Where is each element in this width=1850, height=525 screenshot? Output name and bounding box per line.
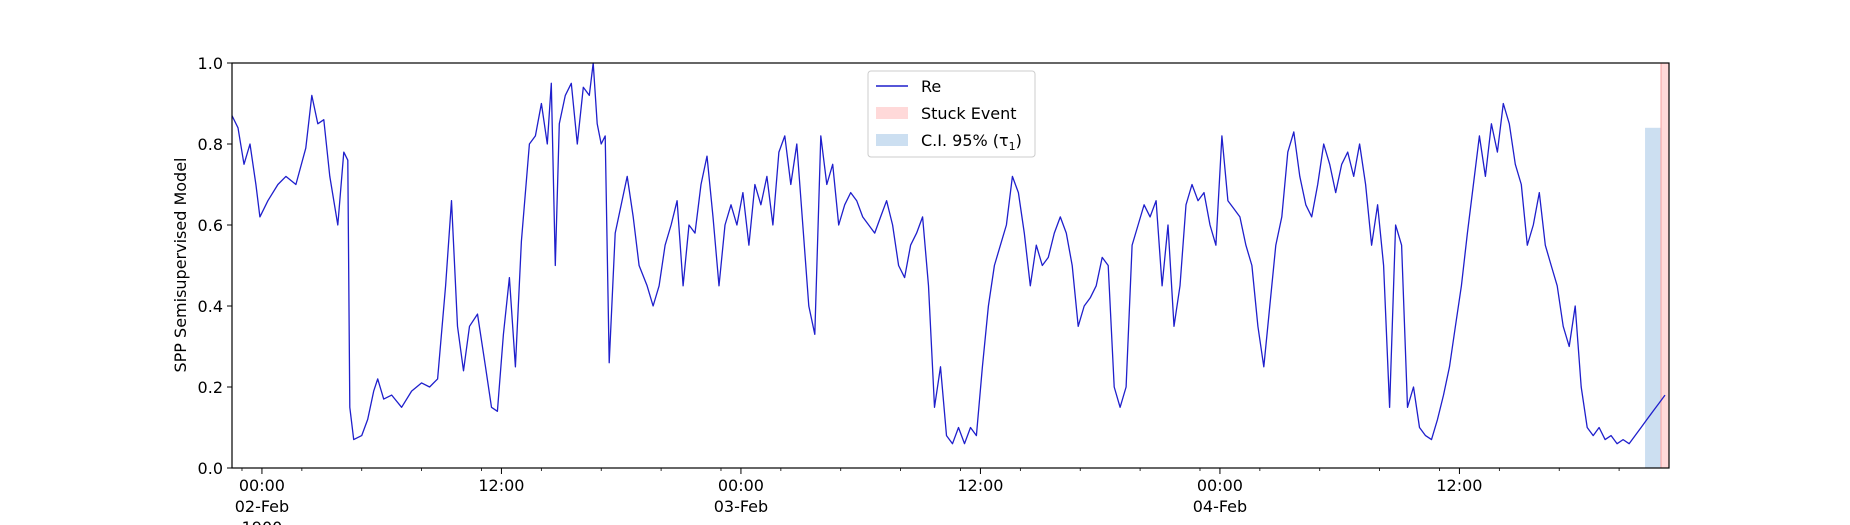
x-axis: 00:00 02-Feb 1900 12:00 00:00 03-Feb 12:00 00:0… <box>235 468 1620 525</box>
y-tick-label: 1.0 <box>198 54 223 73</box>
legend: Re Stuck Event C.I. 95% (τ1) <box>867 70 1036 158</box>
x-tick-label: 12:00 <box>478 476 524 495</box>
x-tick-label: 03-Feb <box>714 497 768 516</box>
series-line-re <box>231 62 1666 445</box>
y-tick-label: 0.4 <box>198 297 223 316</box>
plot-frame <box>231 62 1670 469</box>
x-tick-label: 02-Feb <box>235 497 289 516</box>
legend-swatch-patch <box>876 134 908 146</box>
x-tick-label: 12:00 <box>1436 476 1482 495</box>
legend-box <box>867 70 1036 158</box>
x-tick-label: 00:00 <box>239 476 285 495</box>
y-tick-label: 0.2 <box>198 378 223 397</box>
legend-label: Stuck Event <box>921 104 1017 123</box>
line-layer <box>231 62 1666 445</box>
span-stuck-event <box>1661 63 1669 468</box>
x-tick-label: 1900 <box>242 518 283 525</box>
legend-label: Re <box>921 77 941 96</box>
y-tick-label: 0.0 <box>198 459 223 478</box>
y-tick-label: 0.6 <box>198 216 223 235</box>
legend-label: C.I. 95% (τ1) <box>921 131 1022 153</box>
y-tick-label: 0.8 <box>198 135 223 154</box>
x-tick-label: 04-Feb <box>1193 497 1247 516</box>
span-c-i-95 <box>1645 127 1662 469</box>
y-axis: 0.0 0.2 0.4 0.6 0.8 1.0 <box>198 54 232 478</box>
x-tick-label: 12:00 <box>957 476 1003 495</box>
x-tick-label: 00:00 <box>1197 476 1243 495</box>
x-tick-label: 00:00 <box>718 476 764 495</box>
legend-swatch-patch <box>876 107 908 119</box>
y-axis-label: SPP Semisupervised Model <box>171 158 190 373</box>
